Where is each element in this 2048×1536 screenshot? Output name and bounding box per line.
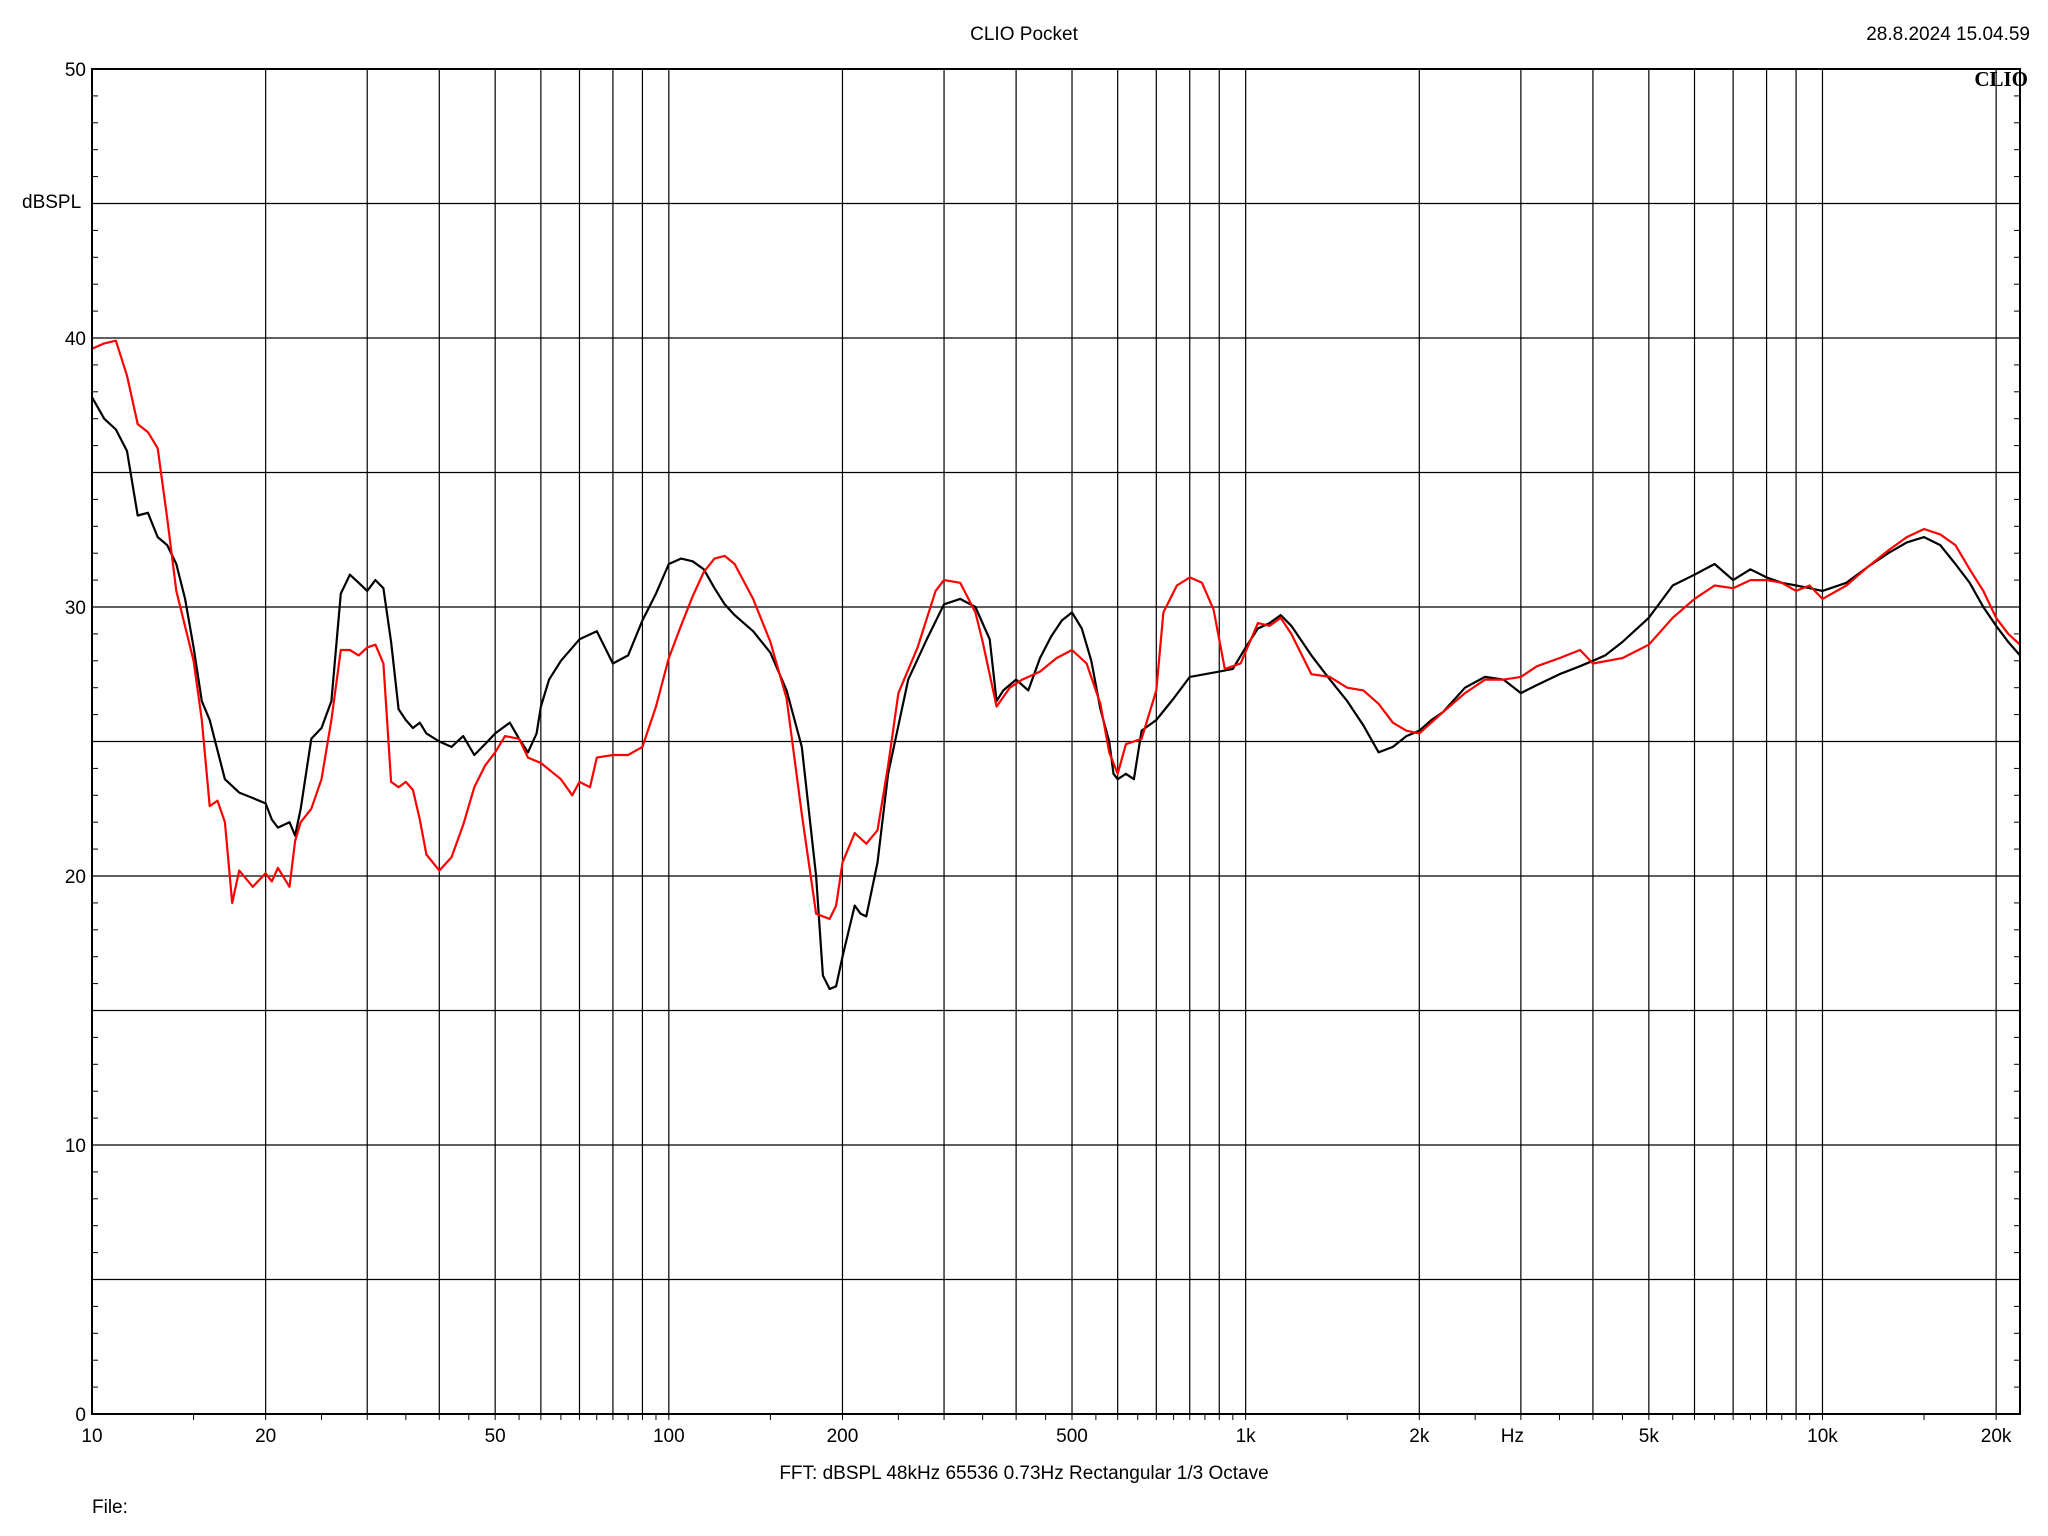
y-axis-label: dBSPL — [22, 192, 82, 213]
x-tick-label: 20k — [1981, 1426, 2012, 1447]
chart-title: CLIO Pocket — [970, 24, 1078, 45]
x-tick-label: 10 — [81, 1426, 102, 1447]
fft-settings-footer: FFT: dBSPL 48kHz 65536 0.73Hz Rectangula… — [779, 1463, 1269, 1484]
x-tick-label: 50 — [485, 1426, 506, 1447]
x-tick-label: 2k — [1409, 1426, 1430, 1447]
y-tick-label: 10 — [65, 1136, 86, 1157]
x-tick-label: 20 — [255, 1426, 276, 1447]
series-line-2 — [91, 339, 2021, 921]
series-lines — [91, 339, 2021, 991]
y-tick-label: 30 — [65, 598, 86, 619]
y-tick-label: 40 — [65, 329, 86, 350]
x-tick-label: 200 — [827, 1426, 859, 1447]
y-tick-label: 20 — [65, 867, 86, 888]
file-label: File: — [92, 1497, 128, 1518]
series-line-1 — [91, 396, 2021, 991]
x-tick-label: 500 — [1056, 1426, 1088, 1447]
x-tick-label: 5k — [1639, 1426, 1660, 1447]
plot-frame — [91, 68, 2021, 1415]
x-tick-label: 100 — [653, 1426, 685, 1447]
x-axis-label: Hz — [1501, 1426, 1524, 1447]
x-tick-label: 1k — [1236, 1426, 1257, 1447]
timestamp: 28.8.2024 15.04.59 — [1866, 24, 2030, 45]
y-tick-label: 0 — [75, 1405, 86, 1426]
y-tick-label: 50 — [65, 60, 86, 81]
x-tick-label: 10k — [1807, 1426, 1838, 1447]
grid — [92, 69, 2020, 1414]
axis-ticks — [92, 68, 2020, 1420]
